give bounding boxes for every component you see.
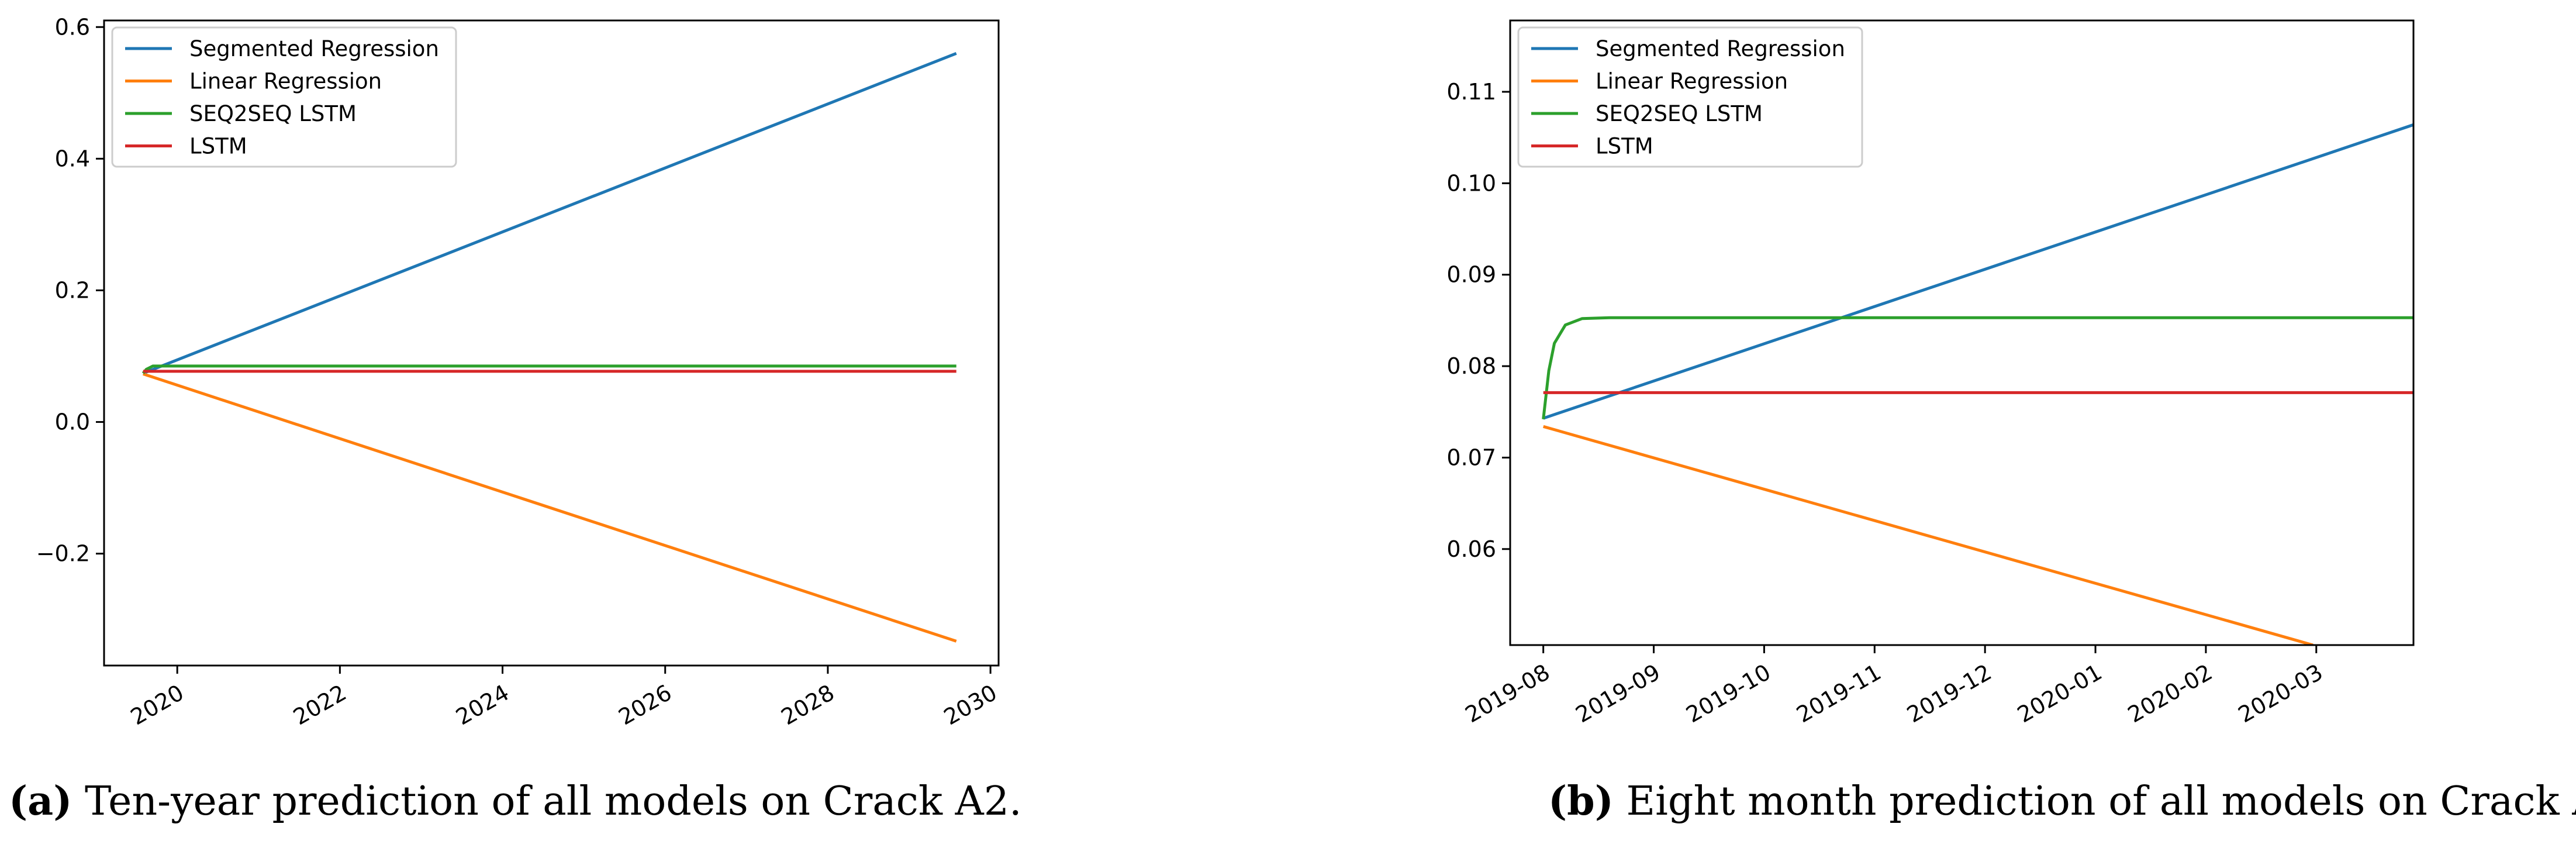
x-tick-label: 2028 — [777, 680, 839, 730]
x-tick-label: 2020-03 — [2234, 659, 2328, 728]
legend-box — [1517, 26, 1863, 168]
legend-label: Segmented Regression — [1596, 36, 1845, 61]
series-line-linear-regression — [1543, 425, 2313, 645]
x-tick-label: 2019-09 — [1572, 659, 1665, 728]
x-tick-label: 2019-08 — [1461, 659, 1555, 728]
x-tick-label: 2019-10 — [1681, 659, 1775, 728]
x-tick-label: 2022 — [289, 680, 351, 730]
chart-a: −0.2 0.0 0.2 0.4 0.6 2020 2022 2024 2026 2028 2030… — [36, 14, 1002, 730]
x-tick-label: 2019-12 — [1902, 659, 1996, 728]
legend-box — [111, 26, 457, 168]
y-tick-label: 0.4 — [55, 146, 90, 171]
legend-label: Linear Regression — [1596, 69, 1788, 94]
caption-a-text: Ten-year prediction of all models on Cra… — [72, 778, 1022, 825]
plot-frame — [103, 19, 1000, 667]
caption-b: (b) Eight month prediction of all models… — [1548, 778, 2576, 825]
y-tick-label: 0.11 — [1446, 79, 1496, 105]
x-tick-label: 2020 — [126, 680, 188, 730]
y-tick-label: 0.07 — [1446, 444, 1496, 470]
y-tick-label: 0.06 — [1446, 536, 1496, 562]
x-tick-label: 2020-02 — [2123, 659, 2217, 728]
caption-a: (a) Ten-year prediction of all models on… — [9, 778, 1022, 825]
series-line-seq2seq-lstm — [1542, 316, 2413, 420]
series-line-linear-regression — [143, 373, 957, 643]
y-tick-label: 0.08 — [1446, 353, 1496, 379]
legend-label: Linear Regression — [189, 69, 382, 94]
caption-a-label: (a) — [9, 778, 72, 825]
caption-b-text: Eight month prediction of all models on … — [1613, 778, 2576, 825]
legend-label: SEQ2SEQ LSTM — [189, 101, 357, 126]
y-tick-label: 0.2 — [55, 277, 90, 303]
x-tick-label: 2026 — [614, 680, 676, 730]
caption-b-label: (b) — [1548, 778, 1614, 825]
legend-label: Segmented Regression — [189, 36, 439, 61]
y-tick-label: 0.09 — [1446, 262, 1496, 288]
legend-label: LSTM — [1596, 134, 1653, 159]
y-tick-label: −0.2 — [36, 541, 90, 567]
x-tick-label: 2030 — [940, 680, 1002, 730]
x-tick-label: 2024 — [451, 680, 513, 730]
y-tick-label: 0.10 — [1446, 170, 1496, 196]
series-line-segmented-regression — [142, 51, 957, 375]
legend-label: LSTM — [189, 134, 247, 159]
legend-label: SEQ2SEQ LSTM — [1596, 101, 1763, 126]
x-tick-label: 2019-11 — [1792, 659, 1886, 728]
x-tick-label: 2020-01 — [2013, 659, 2107, 728]
series-line-segmented-regression — [1542, 123, 2413, 420]
y-tick-label: 0.6 — [55, 14, 90, 40]
y-tick-label: 0.0 — [55, 409, 90, 435]
plot-frame — [1509, 19, 2415, 646]
